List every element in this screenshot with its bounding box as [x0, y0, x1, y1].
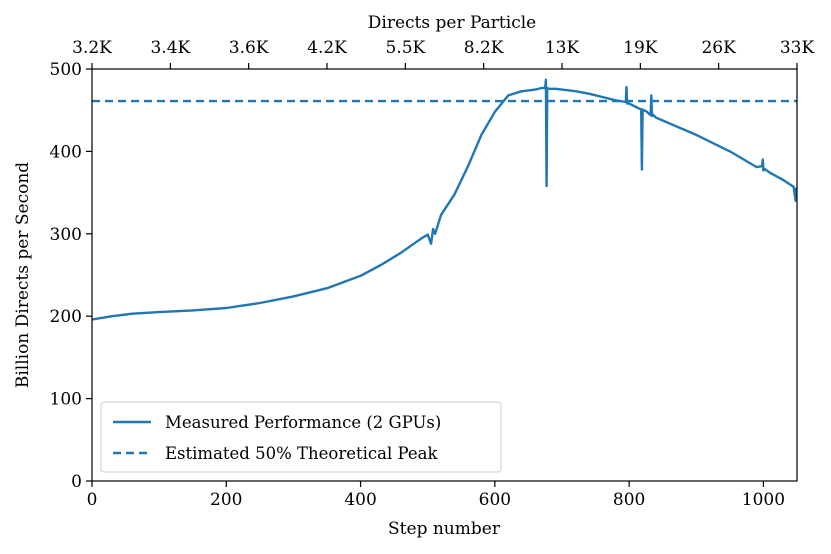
x-tick-label: 400 [344, 490, 376, 510]
x-tick-label: 800 [613, 490, 645, 510]
legend-label-peak: Estimated 50% Theoretical Peak [165, 444, 438, 463]
legend-label-measured: Measured Performance (2 GPUs) [165, 413, 441, 432]
y-tick-label: 100 [50, 390, 82, 410]
y-tick-label: 0 [71, 472, 82, 492]
x-axis: 0 200 400 600 800 1000 [87, 481, 785, 510]
top-tick-label: 26K [701, 38, 736, 58]
top-axis: 3.2K 3.4K 3.6K 4.2K 5.5K 8.2K 13K 19K 26K 33K [72, 38, 814, 69]
top-tick-label: 8.2K [464, 38, 504, 58]
legend-box [100, 401, 502, 473]
top-tick-label: 3.4K [150, 38, 190, 58]
top-tick-label: 13K [545, 38, 580, 58]
top-tick-label: 5.5K [385, 38, 425, 58]
top-tick-label: 19K [623, 38, 658, 58]
series-line-measured [91, 78, 798, 321]
x-tick-label: 1000 [742, 490, 785, 510]
y-axis: 0 100 200 300 400 500 [50, 60, 92, 492]
y-tick-label: 300 [50, 225, 82, 245]
y-tick-label: 200 [50, 307, 82, 327]
top-tick-label: 3.6K [229, 38, 269, 58]
y-tick-label: 500 [50, 60, 82, 80]
axes-frame [91, 68, 798, 482]
x-tick-label: 600 [479, 490, 511, 510]
y-tick-label: 400 [50, 142, 82, 162]
top-tick-label: 4.2K [307, 38, 347, 58]
x-tick-label: 0 [87, 490, 98, 510]
y-axis-title: Billion Directs per Second [13, 162, 33, 388]
plot-area [91, 78, 798, 321]
x-tick-label: 200 [210, 490, 242, 510]
top-axis-title: Directs per Particle [368, 13, 536, 33]
top-tick-label: 33K [780, 38, 815, 58]
legend: Measured Performance (2 GPUs) Estimated … [100, 401, 502, 473]
x-axis-title: Step number [388, 519, 501, 539]
top-tick-label: 3.2K [72, 38, 112, 58]
